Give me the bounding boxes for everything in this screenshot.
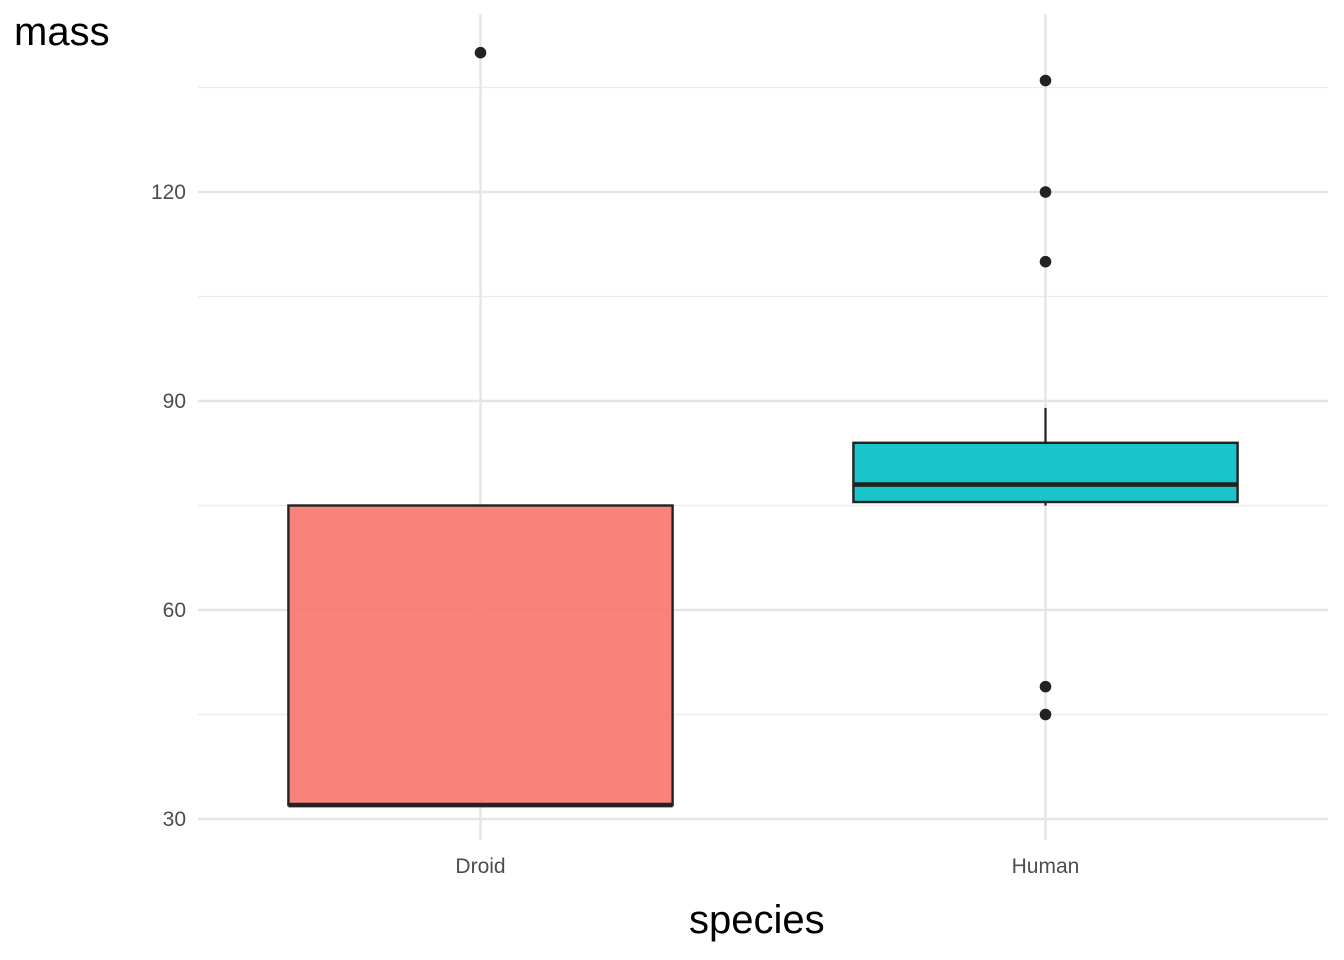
x-axis-title: species xyxy=(689,898,825,942)
outlier-point xyxy=(1039,708,1052,721)
boxes-layer xyxy=(287,46,1239,808)
y-tick-label: 30 xyxy=(163,808,186,831)
y-tick-label: 90 xyxy=(163,390,186,413)
x-tick-labels: Droid Human xyxy=(455,855,1079,878)
outlier-point xyxy=(1039,186,1052,198)
y-tick-labels: 30 60 90 120 xyxy=(151,181,186,831)
outlier-point xyxy=(1039,680,1052,693)
outlier-point xyxy=(1039,255,1052,268)
box-iqr xyxy=(852,441,1239,504)
outlier-point xyxy=(474,46,487,59)
y-tick-label: 120 xyxy=(151,181,186,204)
box-human xyxy=(852,74,1239,721)
box-iqr xyxy=(287,504,674,807)
outlier-point xyxy=(1039,74,1052,87)
x-tick-label: Droid xyxy=(455,855,505,878)
box-droid xyxy=(287,46,674,808)
y-axis-title: mass xyxy=(14,10,110,54)
y-tick-label: 60 xyxy=(163,599,186,622)
x-tick-label: Human xyxy=(1012,855,1080,878)
